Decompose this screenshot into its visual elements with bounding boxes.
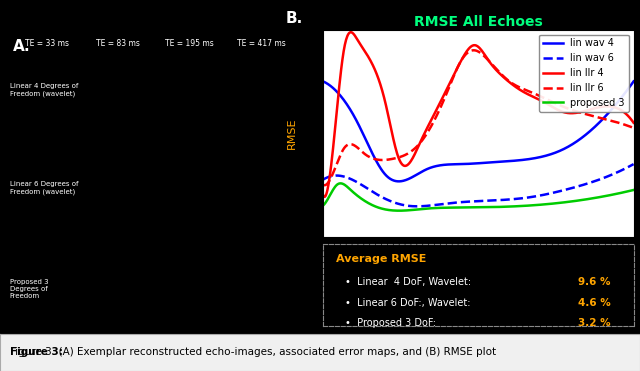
Text: TE = 33 ms: TE = 33 ms [25, 39, 68, 47]
Text: TE = 195 ms: TE = 195 ms [165, 39, 214, 47]
Title: RMSE All Echoes: RMSE All Echoes [414, 14, 543, 29]
Text: Figure 3: (A) Exemplar reconstructed echo-images, associated error maps, and (B): Figure 3: (A) Exemplar reconstructed ech… [10, 348, 496, 357]
Text: B.: B. [286, 10, 303, 26]
Y-axis label: RMSE: RMSE [287, 117, 296, 149]
Text: Proposed 3
Degrees of
Freedom: Proposed 3 Degrees of Freedom [10, 279, 48, 299]
Text: Average RMSE: Average RMSE [335, 254, 426, 264]
Text: TE = 417 ms: TE = 417 ms [237, 39, 285, 47]
Text: 9.6 %: 9.6 % [578, 277, 610, 287]
Text: •  Linear 6 DoF:, Wavelet:: • Linear 6 DoF:, Wavelet: [345, 298, 470, 308]
Text: TE = 83 ms: TE = 83 ms [96, 39, 140, 47]
Text: 4.6 %: 4.6 % [578, 298, 611, 308]
X-axis label: echo time: echo time [451, 257, 506, 267]
Text: A.: A. [13, 39, 30, 53]
Legend: lin wav 4, lin wav 6, lin llr 4, lin llr 6, proposed 3: lin wav 4, lin wav 6, lin llr 4, lin llr… [540, 35, 628, 112]
Text: Linear 4 Degrees of
Freedom (wavelet): Linear 4 Degrees of Freedom (wavelet) [10, 83, 78, 96]
Text: •  Linear  4 DoF, Wavelet:: • Linear 4 DoF, Wavelet: [345, 277, 471, 287]
Text: •  Proposed 3 DoF:: • Proposed 3 DoF: [345, 318, 436, 328]
Text: 3.2 %: 3.2 % [578, 318, 611, 328]
Text: Linear 6 Degrees of
Freedom (wavelet): Linear 6 Degrees of Freedom (wavelet) [10, 181, 78, 194]
Text: Figure 3:: Figure 3: [10, 348, 63, 357]
